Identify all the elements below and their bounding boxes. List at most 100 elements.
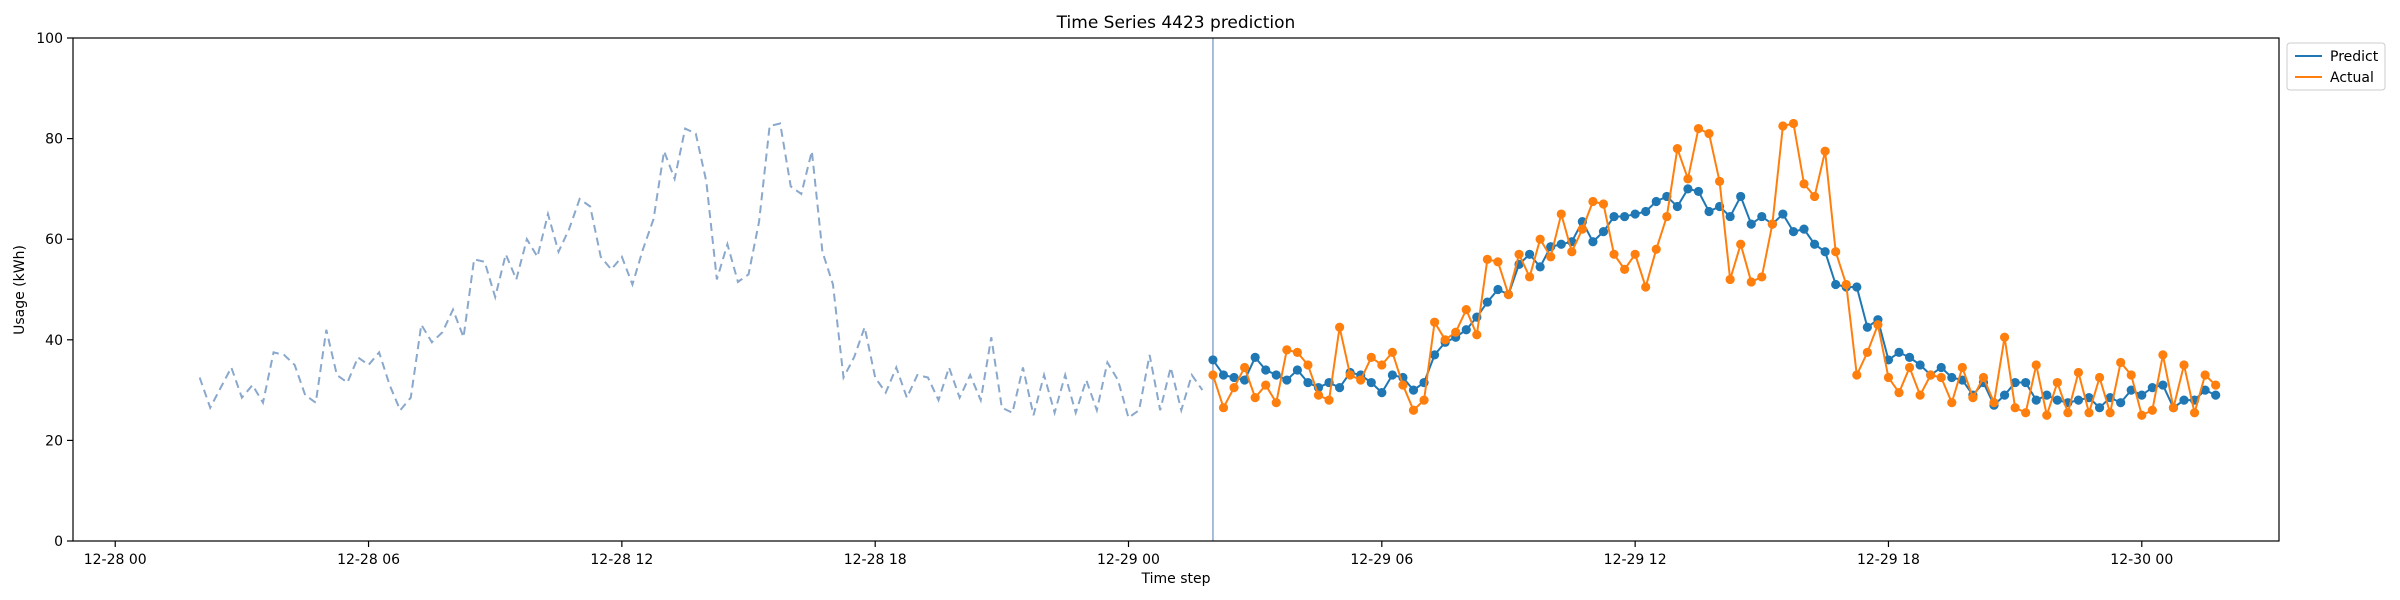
predict-point <box>2179 395 2189 405</box>
predict-point <box>1556 239 1566 249</box>
predict-point <box>1999 390 2010 400</box>
actual-point <box>1503 289 1514 300</box>
x-axis-label: Time step <box>1141 571 1211 587</box>
x-tick-label: 12-30 00 <box>2110 552 2173 568</box>
predict-point <box>1831 279 1841 290</box>
chart-title: Time Series 4423 prediction <box>1056 13 1296 33</box>
x-tick-label: 12-28 06 <box>337 552 400 568</box>
actual-point <box>2137 410 2147 420</box>
actual-series <box>1208 118 2221 420</box>
predict-point <box>1208 355 1218 365</box>
actual-point <box>1714 176 1725 186</box>
history-line <box>198 122 1204 420</box>
actual-point <box>1799 179 1809 189</box>
actual-point <box>1926 370 1936 380</box>
actual-point <box>2126 370 2136 380</box>
actual-point <box>1725 274 1735 285</box>
y-tick-label: 60 <box>45 232 63 248</box>
actual-point <box>2073 367 2084 378</box>
predict-point <box>2073 395 2084 405</box>
actual-point <box>1303 360 1313 370</box>
predict-point <box>1292 365 1302 375</box>
actual-point <box>1218 403 1229 413</box>
predict-point <box>1271 370 1281 380</box>
actual-point <box>1514 249 1524 259</box>
x-tick-label: 12-29 00 <box>1097 552 1160 568</box>
y-tick-label: 100 <box>36 31 63 47</box>
actual-point <box>2042 410 2052 420</box>
predict-point <box>1820 247 1830 257</box>
y-tick-label: 0 <box>54 534 63 550</box>
actual-point <box>1757 272 1767 282</box>
actual-point <box>1535 234 1545 244</box>
predict-point <box>1904 352 1915 362</box>
predict-point <box>1630 209 1640 219</box>
actual-point <box>1577 224 1587 234</box>
predict-point <box>1651 196 1661 207</box>
actual-point <box>1229 382 1239 393</box>
predict-point <box>1430 350 1440 360</box>
actual-point <box>2147 405 2157 415</box>
actual-point <box>1693 123 1704 134</box>
predict-point <box>2052 395 2062 405</box>
actual-point <box>1957 362 1967 373</box>
actual-point <box>1377 360 1387 370</box>
actual-point <box>1736 239 1746 249</box>
predict-point <box>1366 377 1376 388</box>
predict-point <box>1461 325 1471 335</box>
predict-point <box>1609 211 1619 222</box>
actual-point <box>1472 330 1482 340</box>
actual-point <box>1820 146 1830 156</box>
actual-point <box>1609 249 1619 259</box>
actual-point <box>1356 375 1366 385</box>
actual-point <box>1250 393 1260 403</box>
predict-point <box>1672 201 1682 212</box>
actual-point <box>1408 405 1419 415</box>
actual-point <box>2084 408 2094 418</box>
actual-point <box>1567 247 1577 257</box>
x-tick-label: 12-29 18 <box>1857 552 1920 568</box>
actual-point <box>2010 403 2020 413</box>
actual-point <box>2105 408 2115 418</box>
actual-point <box>2200 370 2210 380</box>
predict-point <box>1524 249 1535 259</box>
actual-point <box>2179 360 2189 370</box>
predict-point <box>1778 209 1788 219</box>
actual-point <box>1809 191 1820 202</box>
actual-point <box>1831 247 1841 257</box>
plot-area-frame <box>72 37 2280 542</box>
y-axis: 0 20 40 60 80 100 <box>36 31 73 550</box>
actual-point <box>1261 380 1271 390</box>
predict-point <box>2147 382 2157 393</box>
actual-point <box>1894 388 1904 398</box>
legend: Predict Actual <box>2286 42 2386 91</box>
predict-point <box>1598 227 1609 237</box>
predict-point <box>1250 352 1260 362</box>
predict-point <box>2094 403 2105 413</box>
actual-point <box>1662 211 1672 222</box>
actual-point <box>2168 403 2179 413</box>
actual-point <box>1398 380 1408 390</box>
actual-point <box>1989 398 1999 408</box>
predict-point <box>2031 395 2041 405</box>
predict-point <box>1788 227 1799 237</box>
predict-point <box>1809 239 1820 249</box>
actual-point <box>1873 320 1883 330</box>
predict-point <box>1947 372 1957 383</box>
predict-point <box>1493 284 1503 295</box>
predict-point <box>1282 375 1292 385</box>
predict-point <box>1683 184 1693 194</box>
history-series <box>198 122 1204 420</box>
actual-point <box>2158 350 2168 360</box>
actual-point <box>1767 219 1777 229</box>
actual-point <box>1630 249 1640 259</box>
actual-point <box>1313 390 1324 400</box>
predict-point <box>1915 360 1925 370</box>
actual-point <box>1440 335 1450 345</box>
predict-point <box>1377 388 1387 398</box>
actual-point <box>1282 345 1292 355</box>
forecast-series <box>1208 118 2221 420</box>
actual-point <box>1883 372 1894 383</box>
actual-point <box>1240 362 1250 373</box>
